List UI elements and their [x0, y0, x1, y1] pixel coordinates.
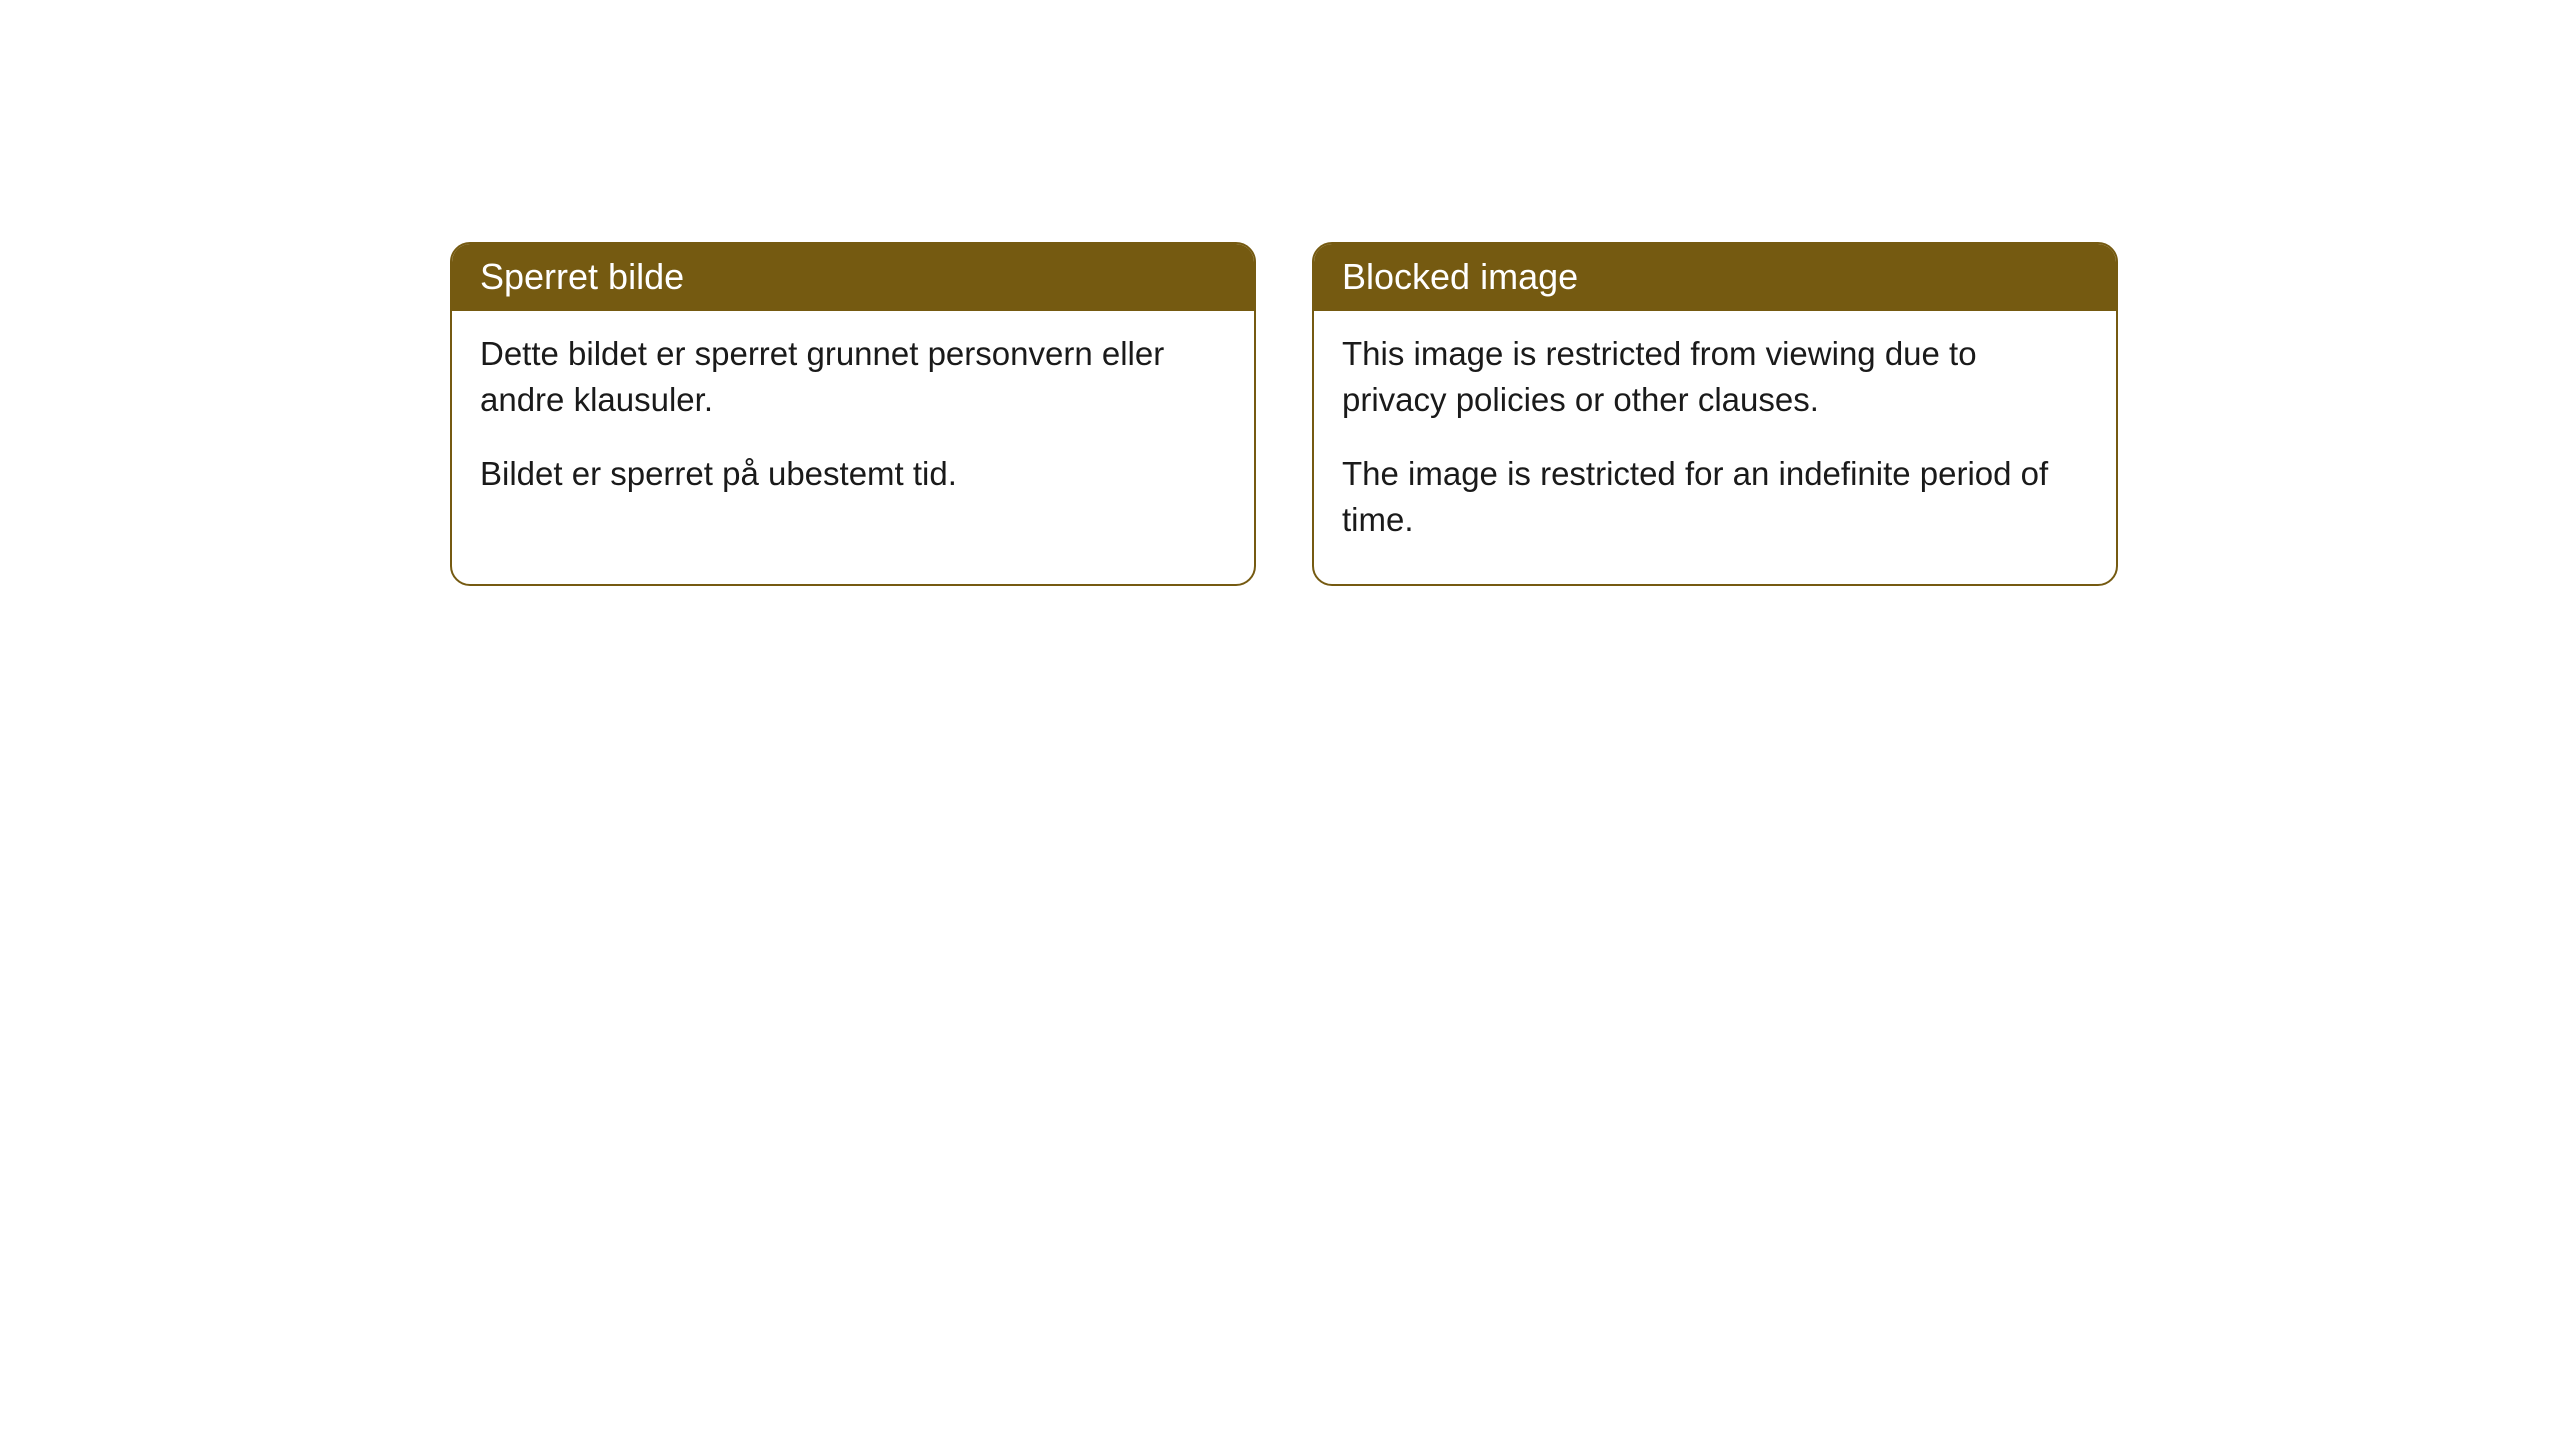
notice-container: Sperret bilde Dette bildet er sperret gr… [0, 0, 2560, 586]
notice-body-english: This image is restricted from viewing du… [1314, 311, 2116, 584]
notice-header-english: Blocked image [1314, 244, 2116, 311]
notice-body-norwegian: Dette bildet er sperret grunnet personve… [452, 311, 1254, 538]
notice-paragraph-1-no: Dette bildet er sperret grunnet personve… [480, 331, 1226, 423]
notice-card-english: Blocked image This image is restricted f… [1312, 242, 2118, 586]
notice-paragraph-2-en: The image is restricted for an indefinit… [1342, 451, 2088, 543]
notice-header-norwegian: Sperret bilde [452, 244, 1254, 311]
notice-paragraph-1-en: This image is restricted from viewing du… [1342, 331, 2088, 423]
notice-paragraph-2-no: Bildet er sperret på ubestemt tid. [480, 451, 1226, 497]
notice-card-norwegian: Sperret bilde Dette bildet er sperret gr… [450, 242, 1256, 586]
